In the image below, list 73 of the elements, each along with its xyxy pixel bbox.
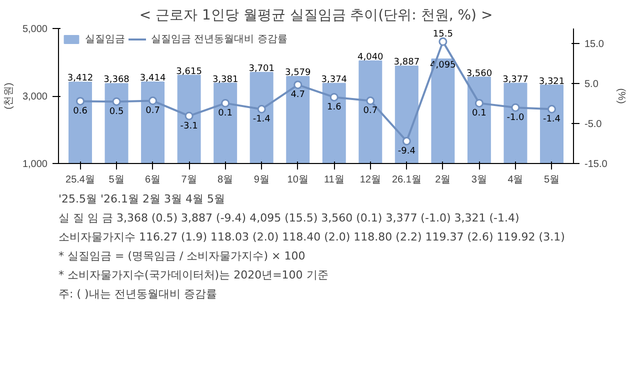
text: 실 질 임 금 3,368 (0.5) 3,887 (-9.4) 4,095 (15.5) 3,560 (0.1) 3,377 (-1.0) 3,321 (-1.4) <box>58 212 520 224</box>
y-tick-label: 5,000 <box>22 24 48 35</box>
data-label: 3,560 <box>466 68 492 79</box>
data-label: 3,615 <box>176 66 202 77</box>
data-label: 3,381 <box>212 74 238 85</box>
data-label: 3,321 <box>538 76 565 87</box>
y-tick-label: 3,000 <box>22 92 48 102</box>
data-label: -1.0 <box>506 112 525 123</box>
data-label: -9.4 <box>398 146 416 157</box>
text: '25.5월 '26.1월 2월 3월 4월 5월 <box>58 192 226 206</box>
data-label: 1.6 <box>326 102 342 113</box>
text: 소비자물가지수 116.27 (1.9) 118.03 (2.0) 118.40 (2.0) 118.80 (2.2) 119.37 (2.6) 119.92 (3.1) <box>58 230 565 244</box>
data-label: 0.7 <box>146 106 160 116</box>
data-label: 3,412 <box>67 74 94 84</box>
data-label: 4,040 <box>358 52 384 63</box>
data-label: 3,701 <box>248 64 274 74</box>
data-label: 0.1 <box>218 108 233 119</box>
data-label: -1.4 <box>252 114 271 125</box>
point <box>402 136 411 146</box>
x-tick-label: 7월 <box>181 174 197 186</box>
data-label: 3,377 <box>502 74 528 85</box>
point <box>547 104 556 114</box>
data-label: 3,368 <box>104 75 130 86</box>
data-label: 15.5 <box>432 29 453 40</box>
data-label: 3,374 <box>321 75 348 86</box>
point <box>438 37 448 46</box>
x-tick-label: 6월 <box>145 174 161 186</box>
y2-tick-label: -15.0 <box>584 159 608 170</box>
point <box>366 96 375 106</box>
data-label: 3,579 <box>284 68 312 78</box>
point <box>221 98 230 108</box>
y-axis-title: (천원) <box>3 82 14 110</box>
x-tick-label: 4월 <box>508 174 524 186</box>
data-label: 3,414 <box>140 74 166 84</box>
y2-tick-label: -5.0 <box>584 119 602 130</box>
x-tick-label: 26.1월 <box>392 174 422 186</box>
data-label: 0.5 <box>109 106 124 117</box>
point <box>257 104 266 114</box>
x-tick-label: 5월 <box>544 174 560 186</box>
x-tick-label: 2월 <box>435 174 451 186</box>
data-label: 0.7 <box>363 106 378 116</box>
x-tick-label: 9월 <box>254 174 270 186</box>
x-tick-label: 3월 <box>471 174 487 186</box>
y2-tick-label: 5.0 <box>584 79 599 90</box>
point <box>148 96 158 106</box>
x-tick-label: 10월 <box>287 174 308 186</box>
point <box>294 80 302 90</box>
data-label: 3,887 <box>394 58 420 68</box>
x-tick-label: 25.4월 <box>66 174 95 186</box>
point <box>511 103 520 112</box>
point <box>112 97 121 106</box>
y2-axis-title: (%) <box>615 88 626 104</box>
data-label: 0.1 <box>472 108 486 119</box>
x-tick-label: 12월 <box>360 174 381 186</box>
legend-label: 실질임금 <box>85 33 125 46</box>
text: * 소비자물가지수(국가데이터처)는 2020년=100 기준 <box>58 268 328 282</box>
point <box>76 96 85 106</box>
point <box>330 92 338 102</box>
chart-title: < 근로자 1인당 월평균 실질임금 추이(단위: 천원, %) > <box>139 8 493 24</box>
text: 주: ( )내는 전년동월대비 증감률 <box>58 288 217 300</box>
text: * 실질임금 = (명목임금 / 소비자물가지수) × 100 <box>58 250 306 262</box>
x-tick-label: 8월 <box>218 174 234 186</box>
point <box>184 112 194 120</box>
x-tick-label: 11월 <box>324 174 344 186</box>
y2-tick-label: 15.0 <box>584 39 604 50</box>
legend-label: 실질임금 전년동월대비 증감률 <box>151 33 288 46</box>
y-tick-label: 1,000 <box>22 159 48 170</box>
data-label: 0.6 <box>73 106 88 117</box>
data-label: 4.7 <box>290 90 306 100</box>
data-label: -3.1 <box>180 121 198 132</box>
x-tick-label: 5월 <box>108 174 124 186</box>
point <box>474 98 484 108</box>
data-label: -1.4 <box>542 114 561 125</box>
